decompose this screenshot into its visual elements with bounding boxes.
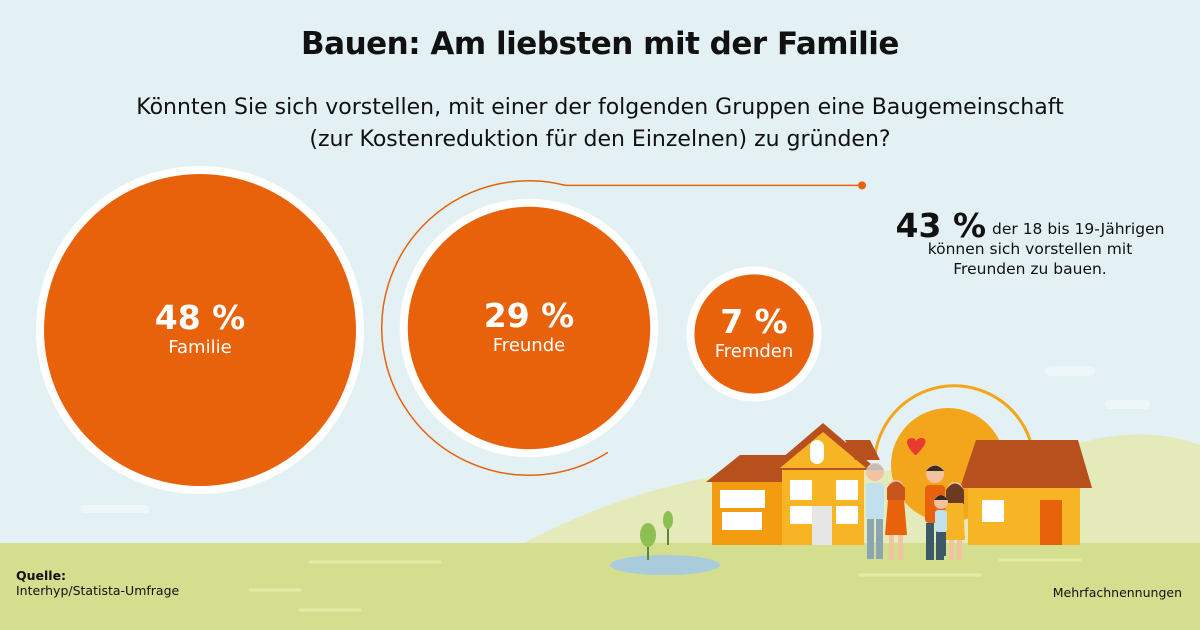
bubble-label-fremden: 7 % Fremden: [654, 304, 854, 364]
pond: [610, 555, 720, 575]
bubble-familie: [44, 174, 356, 486]
annotation-line-1: 43 % der 18 bis 19-Jährigen: [880, 209, 1180, 242]
source-note: Quelle: Interhyp/Statista-Umfrage: [16, 568, 179, 598]
grass: [0, 543, 1200, 630]
family-illustration: [866, 438, 965, 560]
source-label: Quelle:: [16, 568, 67, 583]
freunde-highlight-arc: [381, 180, 609, 476]
sun-arc: [873, 384, 1032, 456]
clouds: [80, 366, 1150, 513]
bubble-value: 29 %: [483, 296, 575, 335]
house-big: [768, 423, 880, 545]
source-text: Interhyp/Statista-Umfrage: [16, 583, 180, 598]
annotation-dot: [858, 181, 866, 190]
annotation-value: 43 %: [895, 206, 987, 245]
annotation-callout: 43 % der 18 bis 19-Jährigen können sich v…: [880, 209, 1180, 279]
footnote: Mehrfachnennungen: [1052, 585, 1182, 600]
grass-lines: [248, 558, 1082, 612]
annotation-connector: [381, 180, 866, 476]
chart-subtitle: Könnten Sie sich vorstellen, mit einer d…: [80, 92, 1120, 156]
bubble-label-freunde: 29 % Freunde: [429, 298, 629, 358]
heart-icon: [907, 438, 926, 455]
house-right: [960, 440, 1092, 545]
bubble-chart: [36, 166, 822, 494]
bubble-fremden: [694, 274, 814, 394]
house-small: [706, 455, 790, 545]
bubble-freunde: [407, 206, 651, 450]
bubble-category: Fremden: [714, 341, 794, 362]
bubble-value: 7 %: [720, 302, 788, 341]
subtitle-line-1: Könnten Sie sich vorstellen, mit einer d…: [136, 95, 1064, 120]
bubble-value: 48 %: [154, 298, 246, 337]
subtitle-line-2: (zur Kostenreduktion für den Einzelnen) …: [309, 127, 891, 152]
trees: [640, 511, 673, 560]
annotation-text-2: können sich vorstellen mit: [927, 240, 1133, 258]
annotation-text-3: Freunden zu bauen.: [953, 260, 1107, 278]
bubble-category: Freunde: [492, 335, 566, 356]
bubble-category: Familie: [168, 337, 232, 358]
annotation-text-1: der 18 bis 19-Jährigen: [992, 220, 1165, 238]
chart-title: Bauen: Am liebsten mit der Familie: [301, 26, 899, 62]
bubble-label-familie: 48 % Familie: [100, 300, 300, 360]
